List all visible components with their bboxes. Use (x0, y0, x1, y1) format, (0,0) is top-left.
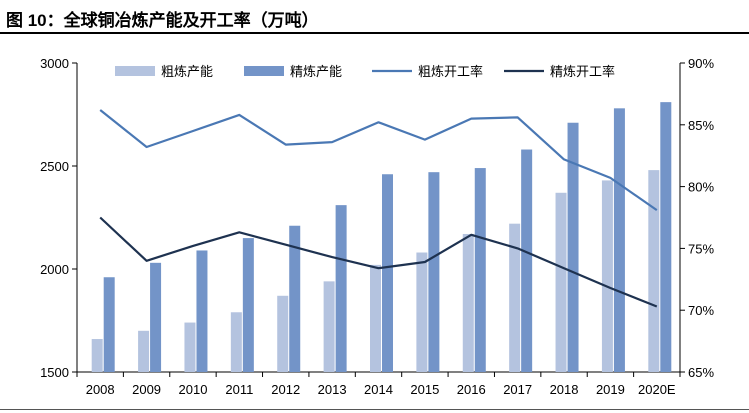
crude-capacity-bar (370, 264, 381, 372)
right-axis-tick-label: 65% (688, 365, 714, 380)
refined-capacity-bar (660, 102, 672, 372)
right-axis-tick-label: 75% (688, 241, 714, 256)
crude-capacity-bar (277, 295, 289, 372)
crude-capacity-bar (648, 170, 660, 372)
x-axis-tick-label: 2018 (550, 382, 579, 397)
refined-capacity-bar (242, 238, 254, 372)
left-axis-tick-label: 2500 (40, 159, 69, 174)
x-axis-tick-label: 2011 (225, 382, 253, 397)
x-axis-tick-label: 2009 (132, 382, 161, 397)
refined-utilization-line (99, 216, 658, 308)
refined-capacity-bar (289, 225, 301, 372)
x-axis-tick-label: 2015 (410, 382, 439, 397)
x-axis-tick-label: 2008 (86, 382, 115, 397)
right-axis-tick-label: 70% (688, 303, 714, 318)
refined-capacity-bar (613, 108, 625, 372)
legend-swatch-1 (244, 66, 284, 76)
left-axis-tick-label: 3000 (40, 56, 69, 71)
x-axis-tick-label: 2013 (318, 382, 347, 397)
right-axis-tick-label: 90% (688, 56, 714, 71)
crude-capacity-bar (601, 180, 613, 372)
right-axis-tick-label: 80% (688, 180, 714, 195)
refined-capacity-bar (521, 149, 533, 372)
right-axis-tick-label: 85% (688, 118, 714, 133)
title-rule (0, 32, 749, 34)
left-axis-tick-label: 1500 (40, 365, 69, 380)
crude-capacity-bar (91, 339, 103, 372)
figure-title-bar: 图 10：全球铜冶炼产能及开工率（万吨） (0, 0, 749, 36)
crude-capacity-bar (416, 252, 428, 372)
crude-capacity-bar (230, 312, 242, 372)
refined-capacity-bar (382, 174, 393, 372)
crude-capacity-bar (184, 322, 196, 372)
refined-capacity-bar (150, 262, 162, 372)
crude-capacity-bar (323, 281, 335, 372)
refined-capacity-bar (567, 122, 579, 373)
x-axis-tick-label: 2012 (271, 382, 300, 397)
crude-capacity-bar (138, 330, 150, 372)
legend-label: 精炼开工率 (550, 64, 615, 80)
x-axis-tick-label: 2014 (364, 382, 393, 397)
x-axis-tick-label: 2020E (638, 382, 676, 397)
crude-capacity-bar (555, 192, 567, 372)
crude-utilization-line (99, 109, 658, 212)
refined-capacity-bar (196, 250, 208, 372)
x-axis-tick-label: 2019 (596, 382, 625, 397)
left-axis-tick-label: 2000 (40, 262, 69, 277)
legend-label: 粗炼产能 (161, 65, 213, 80)
crude-capacity-bar (462, 233, 474, 372)
refined-capacity-bar (474, 168, 486, 372)
legend-label: 精炼产能 (290, 65, 342, 80)
x-axis-tick-label: 2017 (503, 382, 532, 397)
x-axis-tick-label: 2016 (457, 382, 486, 397)
bottom-rule (0, 409, 749, 410)
crude-capacity-bar (509, 223, 521, 372)
refined-capacity-bar (428, 172, 440, 372)
figure-title: 图 10：全球铜冶炼产能及开工率（万吨） (6, 11, 319, 30)
refined-capacity-bar (103, 277, 115, 372)
legend-swatch-0 (115, 66, 155, 76)
refined-capacity-bar (335, 205, 347, 372)
x-axis-tick-label: 2010 (179, 382, 208, 397)
legend-label: 粗炼开工率 (418, 64, 483, 80)
